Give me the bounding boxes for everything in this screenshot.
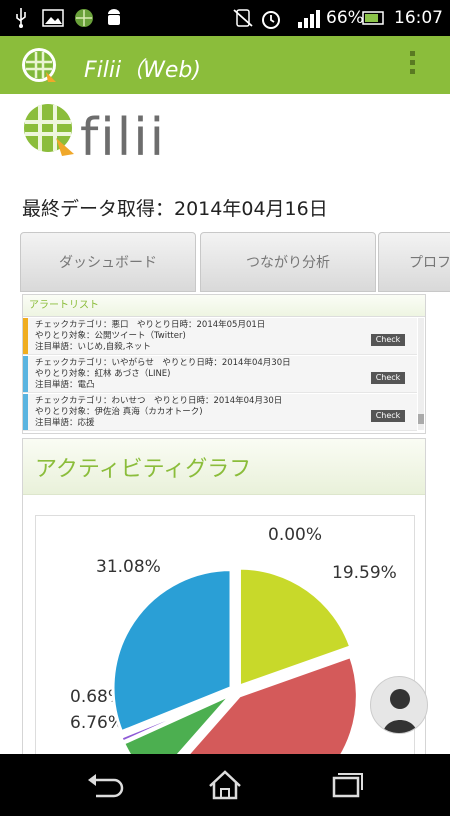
app-bar: Filii（Web) (0, 36, 450, 94)
app-logo-icon (22, 48, 56, 82)
app-title: Filii（Web) (84, 58, 201, 83)
alert-item[interactable]: チェックカテゴリ：いやがらせ やりとり日時：2014年04月30日 やりとり対象… (23, 356, 417, 393)
alert-line: やりとり対象：公開ツイート（Twitter) (35, 331, 186, 341)
alert-line: やりとり対象：紅林 あづさ（LINE) (35, 369, 171, 379)
alert-category-bar (23, 394, 28, 430)
pie-chart: 0.00% 19.59% 6.76% 0.68% 31.08% (70, 525, 397, 757)
check-button[interactable]: Check (371, 410, 405, 422)
silent-icon (233, 9, 253, 27)
tab-profile[interactable]: プロフ (378, 232, 450, 292)
alert-scrollbar[interactable] (418, 318, 424, 430)
activity-chart: 0.00% 19.59% 6.76% 0.68% 31.08% (35, 515, 415, 757)
pie-slice-label: 0.00% (268, 525, 322, 545)
alert-line: チェックカテゴリ：いやがらせ やりとり日時：2014年04月30日 (35, 358, 291, 368)
pie-slice-label: 31.08% (96, 557, 161, 577)
alert-line: チェックカテゴリ：わいせつ やりとり日時：2014年04月30日 (35, 396, 283, 406)
status-time: 16:07 (394, 8, 443, 28)
alert-list-panel: アラートリスト チェックカテゴリ：悪口 やりとり日時：2014年05月01日 や… (22, 294, 426, 434)
alert-line: 注目単語：いじめ,自殺,ネット (35, 342, 151, 352)
alarm-icon (262, 11, 280, 29)
android-icon (108, 9, 120, 25)
back-icon[interactable] (80, 768, 130, 802)
alert-line: チェックカテゴリ：悪口 やりとり日時：2014年05月01日 (35, 320, 266, 330)
usb-icon (16, 8, 26, 28)
pie-slice-label: 0.68% (70, 687, 124, 707)
recents-icon[interactable] (322, 768, 372, 802)
pie-slice-label: 19.59% (332, 563, 397, 583)
pie-slice (111, 568, 233, 734)
pie-slice-label: 6.76% (70, 713, 124, 733)
pie-slice (183, 654, 359, 757)
alert-line: 注目単語：電凸 (35, 380, 95, 390)
alert-line: やりとり対象：伊佐治 真海（カカオトーク) (35, 407, 203, 417)
alert-list-title: アラートリスト (23, 295, 425, 317)
check-button[interactable]: Check (371, 372, 405, 384)
activity-title: アクティビティグラフ (35, 457, 252, 482)
overflow-menu-icon[interactable] (404, 48, 420, 82)
brand-wordmark: filii (80, 108, 167, 168)
app-icon (75, 9, 93, 27)
alert-category-bar (23, 356, 28, 392)
person-icon (383, 689, 417, 733)
filii-logo (24, 104, 74, 156)
tab-dashboard[interactable]: ダッシュボード (20, 232, 196, 292)
nav-bar (0, 754, 450, 816)
person-button[interactable] (370, 676, 428, 734)
tab-bar: ダッシュボード つながり分析 プロフ (20, 232, 450, 292)
alert-line: 注目単語：応援 (35, 418, 95, 428)
pie-slice (237, 566, 353, 689)
battery-icon (362, 11, 384, 25)
alert-item[interactable]: チェックカテゴリ：悪口 やりとり日時：2014年05月01日 やりとり対象：公開… (23, 318, 417, 355)
alert-item[interactable]: チェックカテゴリ：わいせつ やりとり日時：2014年04月30日 やりとり対象：… (23, 394, 417, 431)
status-bar: 66% 16:07 (0, 0, 450, 36)
tab-connection-analysis[interactable]: つながり分析 (200, 232, 376, 292)
home-icon[interactable] (200, 768, 250, 802)
alert-category-bar (23, 318, 28, 354)
activity-panel: アクティビティグラフ 0.00% 19.59% 6.76% 0.68% 31.08% (22, 438, 426, 758)
activity-header: アクティビティグラフ (23, 439, 425, 495)
last-fetch-date: 最終データ取得：2014年04月16日 (22, 198, 328, 220)
battery-percent: 66% (326, 8, 364, 28)
image-icon (42, 9, 64, 27)
check-button[interactable]: Check (371, 334, 405, 346)
signal-icon (298, 10, 320, 28)
pie-slice (119, 691, 232, 744)
